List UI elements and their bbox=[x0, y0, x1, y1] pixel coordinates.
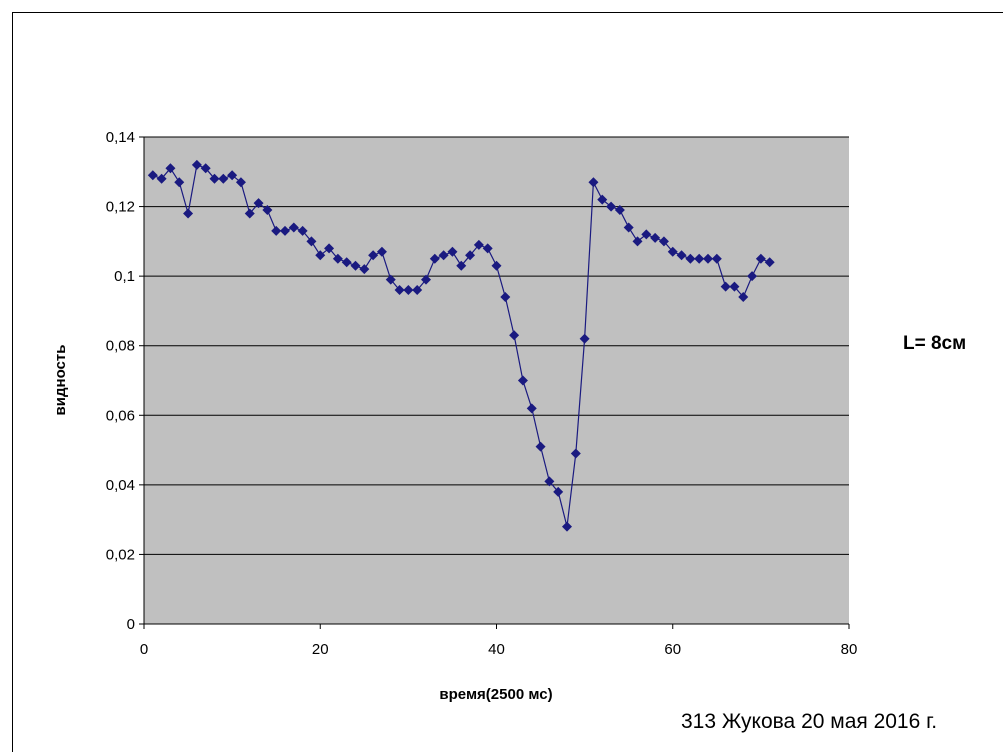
y-tick-label: 0 bbox=[127, 616, 135, 633]
data-point bbox=[667, 246, 678, 257]
data-point bbox=[526, 403, 537, 414]
y-tick-label: 0,04 bbox=[106, 477, 135, 494]
author-date-caption: 313 Жукова 20 мая 2016 г. bbox=[681, 710, 938, 733]
data-point bbox=[368, 250, 379, 261]
data-point bbox=[156, 173, 167, 184]
data-point bbox=[711, 253, 722, 264]
data-point bbox=[191, 159, 202, 170]
data-point bbox=[332, 253, 343, 264]
y-tick-label: 0,14 bbox=[106, 129, 135, 146]
data-point bbox=[385, 274, 396, 285]
data-point bbox=[579, 333, 590, 344]
data-point bbox=[429, 253, 440, 264]
data-point bbox=[535, 441, 546, 452]
data-point bbox=[747, 271, 758, 282]
data-point bbox=[473, 239, 484, 250]
data-point bbox=[438, 250, 449, 261]
x-tick-label: 80 bbox=[841, 641, 858, 658]
data-point bbox=[632, 236, 643, 247]
data-point bbox=[324, 243, 335, 254]
data-point bbox=[227, 170, 238, 181]
data-point bbox=[394, 285, 405, 296]
data-point bbox=[491, 260, 502, 271]
data-series bbox=[147, 159, 775, 532]
data-point bbox=[623, 222, 634, 233]
data-point bbox=[200, 163, 211, 174]
data-point bbox=[341, 257, 352, 268]
data-point bbox=[315, 250, 326, 261]
data-point bbox=[271, 225, 282, 236]
data-point bbox=[755, 253, 766, 264]
data-point bbox=[183, 208, 194, 219]
data-point bbox=[253, 198, 264, 209]
data-point bbox=[729, 281, 740, 292]
data-point bbox=[597, 194, 608, 205]
x-tick-label: 0 bbox=[140, 641, 148, 658]
data-point bbox=[650, 232, 661, 243]
data-point bbox=[218, 173, 229, 184]
data-point bbox=[288, 222, 299, 233]
x-tick-label: 60 bbox=[664, 641, 681, 658]
data-point bbox=[359, 264, 370, 275]
data-point bbox=[641, 229, 652, 240]
data-point bbox=[500, 292, 511, 303]
data-point bbox=[306, 236, 317, 247]
data-point bbox=[280, 225, 290, 236]
x-tick-label: 40 bbox=[488, 641, 505, 658]
data-point bbox=[764, 257, 775, 268]
plot-area bbox=[144, 137, 849, 624]
data-point bbox=[685, 253, 696, 264]
data-point bbox=[174, 177, 185, 188]
data-point bbox=[165, 163, 176, 174]
data-point bbox=[465, 250, 476, 261]
axes bbox=[139, 136, 850, 629]
data-point bbox=[588, 177, 599, 188]
data-point bbox=[235, 177, 246, 188]
data-point bbox=[456, 260, 467, 271]
y-tick-labels: 0 0,02 0,04 0,06 0,08 0,1 0,12 0,14 bbox=[106, 129, 135, 633]
data-point bbox=[553, 486, 564, 497]
data-point bbox=[614, 205, 625, 216]
data-point bbox=[738, 292, 749, 303]
y-tick-label: 0,06 bbox=[106, 407, 135, 424]
data-point bbox=[703, 253, 713, 264]
data-point bbox=[376, 246, 387, 257]
data-point bbox=[658, 236, 669, 247]
y-tick-label: 0,12 bbox=[106, 199, 135, 216]
x-tick-label: 20 bbox=[312, 641, 329, 658]
data-point bbox=[544, 476, 555, 487]
data-point bbox=[350, 260, 361, 271]
y-axis-title: видность bbox=[52, 345, 69, 416]
y-tick-label: 0,08 bbox=[106, 338, 135, 355]
data-point bbox=[147, 170, 158, 181]
data-point bbox=[509, 330, 520, 341]
data-point bbox=[421, 274, 431, 285]
x-axis-title: время(2500 мс) bbox=[439, 686, 552, 703]
gridlines bbox=[144, 136, 849, 555]
data-point bbox=[447, 246, 458, 257]
data-point bbox=[482, 243, 493, 254]
data-point bbox=[262, 205, 273, 216]
data-point bbox=[412, 285, 423, 296]
data-point bbox=[676, 250, 687, 261]
x-tick-labels: 0 20 40 60 80 bbox=[140, 641, 858, 658]
y-tick-label: 0,02 bbox=[106, 546, 135, 563]
y-tick-label: 0,1 bbox=[114, 268, 135, 285]
data-point bbox=[403, 285, 414, 296]
data-point bbox=[570, 448, 581, 459]
data-point bbox=[209, 173, 220, 184]
parameter-label: L= 8см bbox=[903, 333, 967, 354]
data-point bbox=[517, 375, 528, 386]
data-point bbox=[244, 208, 255, 219]
data-point bbox=[297, 225, 308, 236]
data-point bbox=[694, 253, 705, 264]
data-point bbox=[562, 521, 572, 532]
chart-frame bbox=[12, 12, 1003, 752]
data-point bbox=[720, 281, 731, 292]
data-point bbox=[606, 201, 617, 212]
